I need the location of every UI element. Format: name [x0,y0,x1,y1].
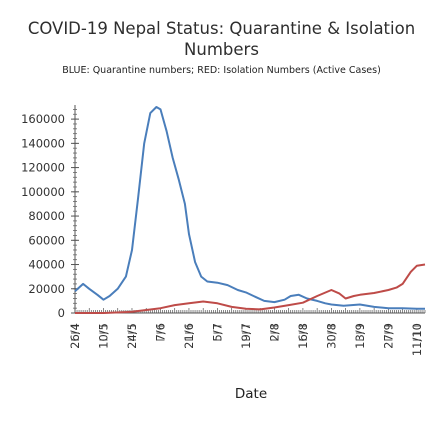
x-tick-label: 19/7 [239,323,253,349]
x-label-ticks [412,325,421,341]
x-tick-label: 26/4 [68,323,82,349]
x-tick-label: 11/10 [410,323,424,356]
x-tick-label: 24/5 [125,323,139,349]
chart-subtitle: BLUE: Quarantine numbers; RED: Isolation… [62,65,381,76]
x-tick-label: 13/9 [353,323,367,349]
x-label-ticks [384,325,393,341]
x-label-ticks [156,325,165,341]
y-tick-label: 140000 [21,136,65,150]
x-label-ticks [213,325,222,341]
series-lines [74,106,426,314]
x-label-ticks [270,325,279,341]
chart-title: COVID-19 Nepal Status: Quarantine & Isol… [27,19,416,59]
x-label-ticks [99,325,108,341]
x-axis: 26/4 10/5 24/5 7/6 21/6 5/7 19/7 2/8 16/8 30/8 13/… [68,308,426,356]
y-tick-label: 100000 [21,185,65,199]
y-tick-label: 160000 [21,112,65,126]
x-label-ticks [184,325,193,341]
y-axis: 0 20000 40000 60000 80000 100000 120000 140000 1… [21,105,79,320]
x-label-ticks [298,325,307,341]
y-tick-label: 20000 [28,282,65,296]
x-tick-label: 2/8 [267,323,281,342]
y-tick-label: 60000 [28,233,65,247]
x-label-ticks [241,325,250,341]
x-tick-label: 21/6 [182,323,196,349]
y-tick-label: 80000 [28,209,65,223]
x-tick-label: 30/8 [324,323,338,349]
y-tick-label: 0 [58,306,65,320]
x-label-ticks [355,325,364,341]
y-tick-label: 120000 [21,161,65,175]
x-label-ticks [127,325,136,341]
x-tick-label: 7/6 [153,323,167,342]
x-label-ticks [71,325,79,341]
x-tick-label: 5/7 [210,323,224,342]
x-tick-label: 27/9 [381,323,395,349]
x-tick-label: 16/8 [296,323,310,349]
x-axis-label: Date [234,386,268,402]
series-line-isolation [75,263,426,314]
series-line-quarantine [74,106,425,310]
y-tick-label: 40000 [28,258,65,272]
x-label-ticks [327,325,336,341]
x-tick-label: 10/5 [96,323,110,349]
